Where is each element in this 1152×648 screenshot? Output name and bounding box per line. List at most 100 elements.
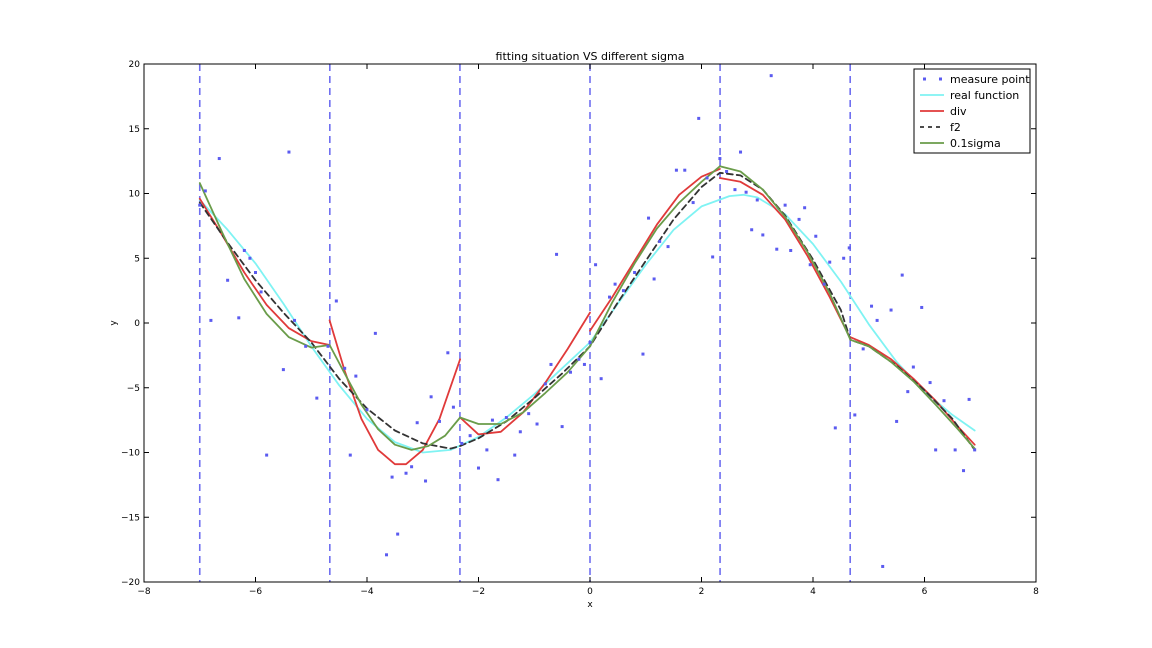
y-tick-label: 20 [129,60,141,70]
measure-point [543,382,547,386]
measure-point [577,357,581,361]
measure-point [287,150,291,154]
y-tick-label: 10 [129,190,141,200]
measure-point [560,425,564,429]
series-layer [198,165,976,466]
measure-point [647,216,651,220]
measure-point [621,289,625,293]
measure-point [446,351,450,355]
x-tick-label: −6 [249,587,263,597]
measure-point [396,532,400,536]
measure-point [334,299,338,303]
measure-point [889,308,893,312]
measure-point [226,278,230,282]
measure-point [697,116,701,120]
measure-point [683,168,687,172]
y-tick-label: −15 [121,513,140,523]
measure-point [518,430,522,434]
measure-point [348,453,352,457]
measure-point [674,168,678,172]
legend-item-real-function: real function [920,89,1019,102]
measure-point [725,169,729,173]
x-tick-label: 4 [810,587,816,597]
measure-point [750,228,754,232]
measure-point [326,344,330,348]
measure-point [293,318,297,322]
measure-point [527,412,531,416]
measure-point [555,252,559,256]
measure-point [343,366,347,370]
measure-point [568,370,572,374]
measure-point [633,270,637,274]
measure-point [875,318,879,322]
measure-point [797,217,801,221]
measure-point [920,305,924,309]
series-line-0-1sigma-segment [459,345,591,425]
chart-title: fitting situation VS different sigma [496,50,685,63]
measure-point [490,418,494,422]
legend-label: real function [950,89,1019,102]
measure-point [666,245,670,249]
measure-point [535,422,539,426]
measure-point [599,377,603,381]
measure-point [504,416,508,420]
measure-point [822,282,826,286]
legend-item-0-1sigma: 0.1sigma [920,137,1001,150]
measure-point [744,190,748,194]
series-line-0-1sigma-segment [328,344,461,451]
measure-point [691,201,695,205]
measure-point [828,260,832,264]
y-tick-label: 15 [129,125,140,135]
measure-point [237,316,241,320]
measure-point [733,188,737,192]
measure-point [460,441,464,445]
measure-point [242,248,246,252]
measure-point [549,362,553,366]
legend-item-measure-point: measure point [923,73,1030,86]
measure-point [390,475,394,479]
x-tick-label: 8 [1033,587,1039,597]
measure-point [942,399,946,403]
x-axis-label: x [587,600,593,610]
measure-point [385,553,389,557]
legend: measure point real function div f2 0.1sigma [913,68,1031,154]
legend-marker [939,77,942,81]
measure-point [881,564,885,568]
measure-point [906,390,910,394]
measure-point [477,466,480,470]
measure-point [803,206,807,210]
series-line-0-1sigma-segment [198,182,331,349]
legend-item-div: div [920,105,967,118]
measure-point [217,157,221,161]
measure-points [198,74,977,568]
series-line-div-segment [589,168,721,332]
measure-point [373,331,377,335]
measure-point [808,263,812,267]
series-line-0-1sigma-segment [589,165,721,348]
series-line-div-segment [719,177,852,340]
measure-point [203,189,207,193]
measure-point [254,270,257,274]
measure-point [198,203,202,207]
legend-marker [923,77,926,81]
measure-point [248,256,252,260]
y-tick-label: −20 [121,578,140,588]
measure-point [783,203,787,207]
x-tick-label: 0 [587,587,593,597]
measure-point [485,448,489,452]
measure-point [259,290,263,294]
measure-point [265,453,269,457]
measure-point [354,374,358,378]
measure-point [755,198,759,202]
series-line-div-segment [328,319,461,466]
measure-point [451,405,455,409]
measure-point [365,408,369,412]
measure-point [513,453,517,457]
measure-point [953,448,957,452]
measure-point [967,397,971,401]
measure-point [613,282,617,286]
measure-point [853,413,857,417]
measure-point [962,469,966,473]
